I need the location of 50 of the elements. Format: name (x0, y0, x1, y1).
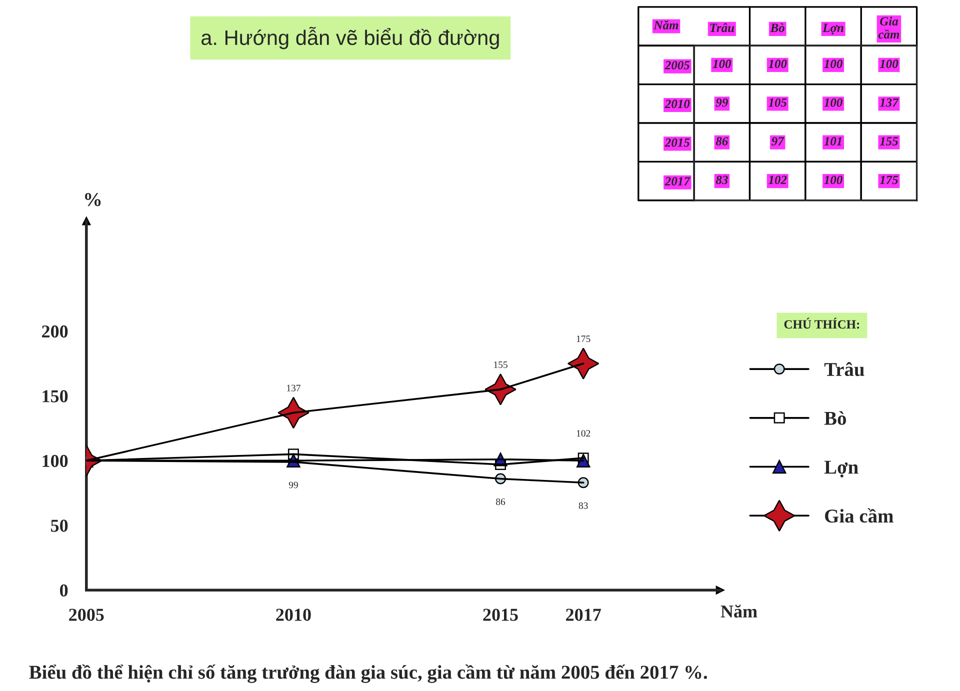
text: Biểu đồ thể hiện chỉ số tăng trưởng đàn gia súc, gia cầm từ năm 2005 đến 2017 %. (29, 664, 708, 683)
data-label: 99 (716, 98, 728, 107)
legend-label: Gia cầm (825, 508, 894, 523)
legend-label: Trâu (824, 362, 864, 376)
data-label: 100 (824, 176, 842, 184)
data-label: 137 (287, 384, 300, 392)
y-tick-label: 2017 (664, 177, 690, 186)
x-tick-label: 2010 (276, 608, 311, 621)
chart-title: a. Hướng dẫn vẽ biểu đồ đường (201, 26, 499, 50)
x-tick-label: Trâu (710, 23, 734, 32)
data-label: 86 (716, 137, 728, 146)
y-axis-title: Năm (654, 20, 678, 30)
data-label: 155 (880, 137, 898, 146)
y-tick-label: 2005 (664, 60, 690, 70)
data-label: 175 (576, 336, 590, 342)
y-tick-label: 100 (42, 454, 68, 468)
y-tick-label: 200 (42, 325, 68, 338)
data-label: 83 (578, 502, 588, 509)
x-axis-title: Năm (720, 604, 758, 618)
data-label: 137 (880, 98, 899, 107)
data-label: 99 (288, 482, 298, 488)
data-label: 101 (824, 137, 842, 146)
data-label: 97 (772, 137, 784, 146)
x-tick-label: 2005 (69, 608, 104, 621)
y-tick-label: 50 (51, 520, 68, 532)
data-label: 100 (824, 98, 842, 107)
y-tick-label: 0 (60, 584, 68, 597)
x-tick-label: Gia cầm (878, 16, 900, 39)
data-label: 102 (768, 176, 787, 184)
y-tick-label: 150 (42, 390, 68, 402)
legend-label: Lợn (824, 460, 858, 478)
data-label: 175 (880, 176, 898, 184)
x-tick-label: 2015 (483, 608, 518, 621)
x-tick-label: Lợn (822, 24, 844, 34)
data-label: 100 (768, 60, 787, 68)
data-label: 100 (824, 60, 842, 68)
data-label: 83 (716, 176, 728, 184)
y-tick-label: 2015 (664, 138, 690, 147)
data-label: 155 (494, 362, 508, 368)
data-label: 102 (576, 430, 590, 437)
data-label: 100 (712, 60, 732, 68)
legend-label: Bò (824, 411, 846, 425)
legend-title: CHÚ THÍCH: (784, 318, 860, 329)
data-label: 105 (768, 98, 787, 107)
x-tick-label: 2017 (566, 608, 601, 621)
x-tick-label: Bò (770, 23, 784, 32)
y-axis-title: % (85, 192, 101, 206)
y-tick-label: 2010 (664, 100, 690, 108)
data-label: 86 (496, 498, 506, 506)
data-label: 100 (880, 60, 898, 68)
